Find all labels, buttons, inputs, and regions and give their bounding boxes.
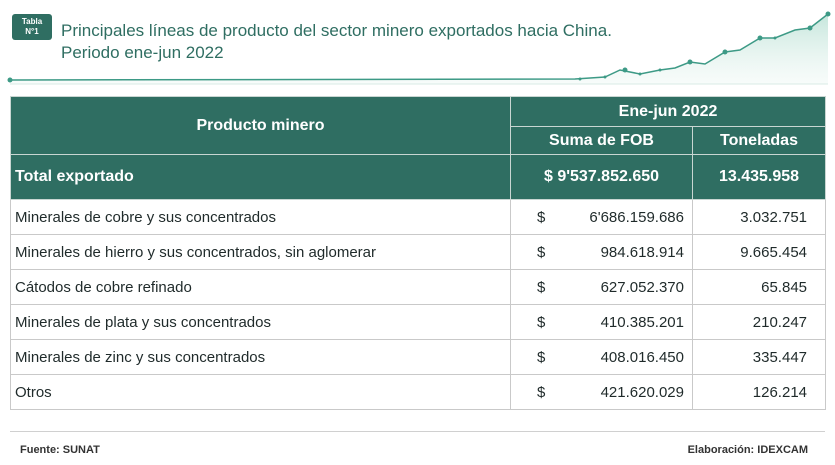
table-row: Minerales de plata y sus concentrados $4… bbox=[10, 304, 827, 340]
fob-cell: $627.052.370 bbox=[510, 269, 693, 305]
title-line-2: Periodo ene-jun 2022 bbox=[61, 43, 224, 62]
currency-symbol: $ bbox=[537, 278, 546, 296]
total-row: Total exportado $ 9'537.852.650 13.435.9… bbox=[10, 154, 827, 200]
fob-cell: $984.618.914 bbox=[510, 234, 693, 270]
tons-value: 335.447 bbox=[691, 339, 827, 375]
fob-cell: $408.016.450 bbox=[510, 339, 693, 375]
fob-cell: $421.620.029 bbox=[510, 374, 693, 410]
header-row-2: Suma de FOB Toneladas bbox=[11, 126, 827, 155]
column-header-product: Producto minero bbox=[10, 96, 511, 155]
currency-symbol: $ bbox=[537, 348, 546, 366]
tons-value: 65.845 bbox=[691, 269, 827, 305]
credit-note: Elaboración: IDEXCAM bbox=[687, 444, 808, 456]
tons-value: 126.214 bbox=[691, 374, 827, 410]
currency-symbol: $ bbox=[537, 313, 546, 331]
fob-value: 421.620.029 bbox=[600, 383, 684, 401]
table-row: Minerales de cobre y sus concentrados $6… bbox=[10, 199, 827, 235]
product-name: Otros bbox=[10, 374, 511, 410]
badge-number: N°1 bbox=[25, 27, 39, 36]
total-fob: $ 9'537.852.650 bbox=[510, 154, 693, 200]
product-name: Minerales de cobre y sus concentrados bbox=[10, 199, 511, 235]
table-number-badge: Tabla N°1 bbox=[12, 14, 52, 40]
column-header-fob: Suma de FOB bbox=[510, 126, 693, 155]
fob-value: 6'686.159.686 bbox=[589, 208, 684, 226]
product-name: Minerales de plata y sus concentrados bbox=[10, 304, 511, 340]
product-name: Minerales de zinc y sus concentrados bbox=[10, 339, 511, 375]
fob-value: 627.052.370 bbox=[600, 278, 684, 296]
table-row: Minerales de hierro y sus concentrados, … bbox=[10, 234, 827, 270]
badge-label: Tabla bbox=[21, 17, 43, 26]
table-row: Cátodos de cobre refinado $627.052.370 6… bbox=[10, 269, 827, 305]
currency-symbol: $ bbox=[537, 383, 546, 401]
column-header-period: Ene-jun 2022 bbox=[509, 96, 827, 127]
fob-value: 410.385.201 bbox=[600, 313, 684, 331]
exports-table: Producto minero Ene-jun 2022 Suma de FOB… bbox=[10, 96, 827, 410]
exports-table-container: Producto minero Ene-jun 2022 Suma de FOB… bbox=[10, 96, 827, 410]
tons-value: 3.032.751 bbox=[691, 199, 827, 235]
footer-divider bbox=[10, 431, 825, 432]
product-name: Cátodos de cobre refinado bbox=[10, 269, 511, 305]
fob-value: 984.618.914 bbox=[600, 243, 684, 261]
decorative-trend-line bbox=[7, 11, 831, 85]
total-tons: 13.435.958 bbox=[691, 154, 827, 200]
header-row-1: Producto minero Ene-jun 2022 bbox=[10, 96, 827, 155]
column-header-tons: Toneladas bbox=[691, 126, 827, 155]
tons-value: 9.665.454 bbox=[691, 234, 827, 270]
fob-cell: $410.385.201 bbox=[510, 304, 693, 340]
total-label: Total exportado bbox=[10, 154, 511, 200]
fob-value: 408.016.450 bbox=[600, 348, 684, 366]
fob-cell: $6'686.159.686 bbox=[510, 199, 693, 235]
table-row: Minerales de zinc y sus concentrados $40… bbox=[10, 339, 827, 375]
currency-symbol: $ bbox=[537, 243, 546, 261]
currency-symbol: $ bbox=[537, 208, 546, 226]
source-note: Fuente: SUNAT bbox=[20, 444, 100, 456]
page-title: Principales líneas de producto del secto… bbox=[61, 20, 612, 64]
tons-value: 210.247 bbox=[691, 304, 827, 340]
product-name: Minerales de hierro y sus concentrados, … bbox=[10, 234, 511, 270]
table-row: Otros $421.620.029 126.214 bbox=[10, 374, 827, 410]
header: Tabla N°1 Principales líneas de producto… bbox=[0, 0, 835, 90]
title-line-1: Principales líneas de producto del secto… bbox=[61, 21, 612, 40]
